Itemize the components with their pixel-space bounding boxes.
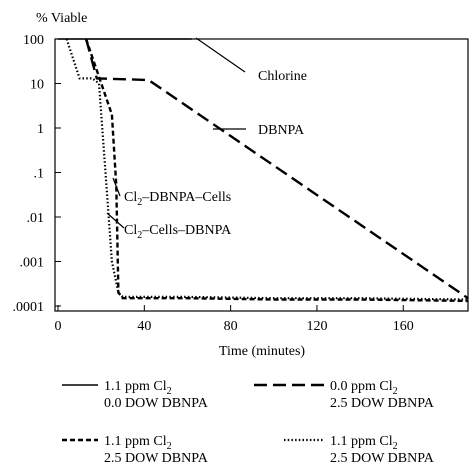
series-line-long-dash bbox=[84, 38, 469, 300]
x-tick-label: 80 bbox=[224, 319, 238, 334]
chlorine-leader-line bbox=[195, 37, 246, 73]
y-tick-label: 10 bbox=[30, 78, 44, 93]
series-line-dotted bbox=[65, 38, 469, 301]
x-tick-label: 120 bbox=[306, 319, 327, 334]
y-axis-title: % Viable bbox=[36, 11, 87, 26]
series-layer bbox=[58, 38, 469, 303]
y-tick-label: .001 bbox=[20, 256, 45, 271]
y-tick-label: .0001 bbox=[13, 300, 45, 315]
legend-label-line2: 0.0 DOW DBNPA bbox=[104, 396, 209, 411]
annotation-cl2-cells-dbnpa: Cl2–Cells–DBNPA bbox=[124, 223, 232, 241]
x-tick-label: 40 bbox=[137, 319, 151, 334]
x-tick-label: 0 bbox=[55, 319, 62, 334]
legend-label-line2: 2.5 DOW DBNPA bbox=[330, 451, 435, 466]
legend-label-line1: 1.1 ppm Cl2 bbox=[330, 434, 398, 452]
legend-label-line1: 1.1 ppm Cl2 bbox=[104, 379, 172, 397]
series-line-short-dash bbox=[84, 38, 469, 303]
annotation-cl2-dbnpa-cells: Cl2–DBNPA–Cells bbox=[124, 190, 231, 208]
y-tick-label: .1 bbox=[34, 167, 45, 182]
annotation-chlorine: Chlorine bbox=[258, 69, 307, 84]
axis-ticks: 0 40 80 120 160 100 10 1 .1 .01 .001 .0001 bbox=[13, 33, 414, 334]
y-tick-label: .01 bbox=[27, 211, 45, 226]
legend-label-line1: 1.1 ppm Cl2 bbox=[104, 434, 172, 452]
y-tick-label: 1 bbox=[37, 122, 44, 137]
legend-label-line2: 2.5 DOW DBNPA bbox=[330, 396, 435, 411]
y-tick-label: 100 bbox=[23, 33, 44, 48]
legend-label-line2: 2.5 DOW DBNPA bbox=[104, 451, 209, 466]
x-tick-label: 160 bbox=[393, 319, 414, 334]
plot-area-frame bbox=[54, 38, 469, 312]
cl2-cells-dbnpa-leader-line bbox=[106, 212, 125, 229]
annotation-dbnpa: DBNPA bbox=[258, 123, 305, 138]
cl2-dbnpa-cells-leader-line bbox=[112, 177, 121, 197]
x-axis-title: Time (minutes) bbox=[219, 344, 306, 359]
legend-label-line1: 0.0 ppm Cl2 bbox=[330, 379, 398, 397]
annotation-layer: Chlorine DBNPA Cl2–DBNPA–Cells Cl2–Cells–DB… bbox=[106, 37, 307, 241]
